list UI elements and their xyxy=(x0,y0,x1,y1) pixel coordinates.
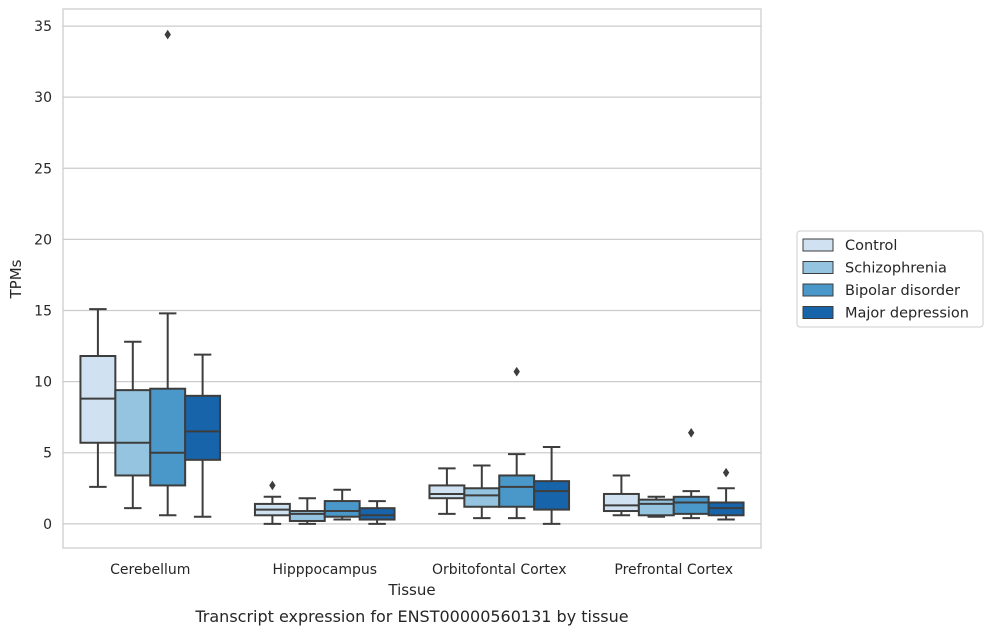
legend-entry-major-depression: Major depression xyxy=(802,306,969,322)
box-iqr xyxy=(672,495,710,515)
box-prefrontal-cortex-control xyxy=(602,474,640,517)
box-iqr xyxy=(288,510,326,522)
legend-label: Schizophrenia xyxy=(845,261,947,277)
legend-label: Control xyxy=(845,238,897,254)
legend-swatch xyxy=(802,283,834,297)
box-orbitofontal-cortex-major-depression xyxy=(533,446,571,525)
x-tick-label-prefrontal-cortex: Prefrontal Cortex xyxy=(614,562,733,578)
box-orbitofontal-cortex-schizophrenia xyxy=(463,464,501,520)
x-tick-label-cerebellum: Cerebellum xyxy=(110,562,190,578)
box-iqr xyxy=(533,480,571,511)
box-iqr xyxy=(323,500,361,518)
box-hipppocampus-control xyxy=(253,480,291,525)
x-axis-label: Tissue xyxy=(387,581,435,599)
x-tick-labels: Cerebellum Hipppocampus Orbitofontal Corte… xyxy=(110,562,733,578)
box-iqr xyxy=(149,387,187,487)
box-iqr xyxy=(498,474,536,508)
legend-frame xyxy=(796,230,984,328)
y-tick-label-5: 5 xyxy=(43,446,52,462)
legend-entry-control: Control xyxy=(802,238,897,254)
y-tick-label-25: 25 xyxy=(34,161,52,177)
box-cerebellum-control xyxy=(79,308,117,488)
outlier-0 xyxy=(722,467,730,478)
legend-label: Major depression xyxy=(845,306,969,322)
legend-swatch xyxy=(802,261,834,274)
y-tick-label-20: 20 xyxy=(34,232,52,248)
legend: Control Schizophrenia Bipolar disorder Majo… xyxy=(796,230,984,328)
box-iqr xyxy=(463,487,501,508)
legend-swatch xyxy=(802,238,834,252)
legend-entry-bipolar-disorder: Bipolar disorder xyxy=(802,283,960,299)
y-tick-labels: 0 5 10 15 20 25 30 35 xyxy=(34,19,52,533)
legend-swatch xyxy=(802,306,834,319)
x-tick-label-hipppocampus: Hipppocampus xyxy=(272,562,377,578)
box-prefrontal-cortex-schizophrenia xyxy=(637,495,675,518)
y-tick-label-30: 30 xyxy=(34,90,52,106)
y-axis-label: TPMs xyxy=(7,259,25,299)
box-iqr xyxy=(184,394,222,461)
plot-frame xyxy=(62,8,762,549)
y-tick-label-0: 0 xyxy=(43,517,52,533)
box-cerebellum-schizophrenia xyxy=(114,340,152,510)
box-iqr xyxy=(602,492,640,513)
box-iqr xyxy=(428,484,466,500)
legend-entry-schizophrenia: Schizophrenia xyxy=(802,261,947,277)
chart-caption: Transcript expression for ENST0000056013… xyxy=(194,607,628,626)
outlier-0 xyxy=(688,428,695,438)
box-hipppocampus-major-depression xyxy=(358,500,396,525)
box-iqr xyxy=(358,507,396,521)
box-prefrontal-cortex-bipolar-disorder xyxy=(672,428,710,520)
box-cerebellum-major-depression xyxy=(184,353,222,518)
box-prefrontal-cortex-major-depression xyxy=(707,467,745,521)
box-groups xyxy=(79,29,745,525)
x-tick-label-orbitofontal-cortex: Orbitofontal Cortex xyxy=(432,562,567,578)
box-iqr xyxy=(637,498,675,517)
box-orbitofontal-cortex-bipolar-disorder xyxy=(498,366,536,520)
legend-label: Bipolar disorder xyxy=(845,283,960,299)
outlier-0 xyxy=(164,29,171,40)
outlier-0 xyxy=(513,366,520,377)
outlier-0 xyxy=(269,480,276,491)
y-tick-label-15: 15 xyxy=(34,303,52,319)
box-hipppocampus-bipolar-disorder xyxy=(323,488,361,521)
y-tick-label-10: 10 xyxy=(34,375,52,391)
box-cerebellum-bipolar-disorder xyxy=(149,29,187,517)
box-hipppocampus-schizophrenia xyxy=(288,497,326,525)
box-orbitofontal-cortex-control xyxy=(428,467,466,515)
y-tick-label-35: 35 xyxy=(34,19,52,35)
box-iqr xyxy=(114,389,152,477)
